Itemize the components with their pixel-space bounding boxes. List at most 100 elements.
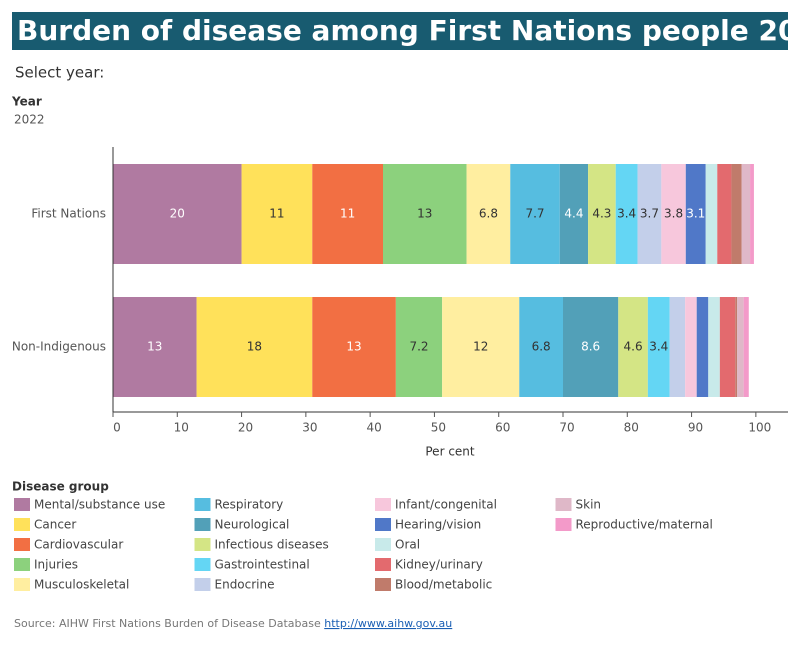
- bar-segment: [637, 164, 662, 264]
- legend-swatch: [194, 578, 211, 591]
- x-tick-label: 70: [559, 421, 574, 435]
- data-label: 8.6: [581, 340, 600, 354]
- legend-label: Neurological: [215, 518, 290, 532]
- legend-swatch: [194, 538, 211, 551]
- data-label: 11: [269, 207, 284, 221]
- legend-swatch: [194, 518, 211, 531]
- y-tick-label: First Nations: [31, 207, 106, 221]
- data-label: 6.8: [479, 207, 498, 221]
- bar-segment: [708, 297, 720, 397]
- bar-segment: [735, 297, 738, 397]
- bar-segment: [383, 164, 467, 264]
- data-label: 7.7: [525, 207, 544, 221]
- source-text: Source: AIHW First Nations Burden of Dis…: [14, 617, 321, 630]
- data-label: 3.1: [686, 207, 705, 221]
- bar-segment: [731, 164, 742, 264]
- bar-segment: [647, 297, 670, 397]
- x-tick-label: 50: [431, 421, 446, 435]
- bar-segment: [696, 297, 709, 397]
- legend-label: Blood/metabolic: [395, 578, 492, 592]
- legend-label: Injuries: [34, 558, 78, 572]
- legend-label: Musculoskeletal: [34, 578, 129, 592]
- legend-swatch: [375, 518, 391, 531]
- x-tick-label: 40: [367, 421, 382, 435]
- source: Source: AIHW First Nations Burden of Dis…: [14, 617, 452, 630]
- data-label: 12: [473, 340, 488, 354]
- legend-swatch: [14, 538, 30, 551]
- legend-label: Respiratory: [215, 498, 284, 512]
- x-tick-label: 0: [113, 421, 121, 435]
- legend-swatch: [14, 518, 30, 531]
- legend-swatch: [375, 538, 391, 551]
- bar-segment: [519, 297, 563, 397]
- legend-swatch: [194, 558, 211, 571]
- filter-field: Year: [11, 95, 42, 109]
- legend-label: Mental/substance use: [34, 498, 165, 512]
- bar-segment: [741, 164, 751, 264]
- legend-label: Infectious diseases: [215, 538, 329, 552]
- data-label: 3.8: [664, 207, 683, 221]
- data-label: 13: [147, 340, 162, 354]
- bar-segment: [442, 297, 520, 397]
- data-label: 11: [340, 207, 355, 221]
- x-tick-label: 10: [174, 421, 189, 435]
- legend-label: Oral: [395, 538, 420, 552]
- filter-value[interactable]: 2022: [14, 113, 45, 127]
- bar-segment: [615, 164, 638, 264]
- legend-label: Cardiovascular: [34, 538, 123, 552]
- legend-swatch: [375, 498, 391, 511]
- legend-swatch: [14, 558, 30, 571]
- bar-segment: [312, 297, 396, 397]
- bar-segment: [719, 297, 736, 397]
- legend-swatch: [375, 558, 391, 571]
- x-tick-label: 30: [302, 421, 317, 435]
- legend-swatch: [14, 498, 30, 511]
- data-label: 3.4: [617, 207, 636, 221]
- legend-label: Skin: [576, 498, 602, 512]
- data-label: 13: [417, 207, 432, 221]
- header-bar: [12, 12, 788, 50]
- page-title: Burden of disease among First Nations pe…: [17, 14, 800, 47]
- legend-swatch: [14, 578, 30, 591]
- bar-segment: [113, 297, 197, 397]
- legend-label: Reproductive/maternal: [576, 518, 713, 532]
- filter-label: Select year:: [15, 64, 104, 82]
- bar-segment: [312, 164, 383, 264]
- data-label: 7.2: [409, 340, 428, 354]
- bar-segment: [685, 297, 697, 397]
- bar-segment: [563, 297, 619, 397]
- data-label: 20: [170, 207, 185, 221]
- bar-segment: [717, 164, 732, 264]
- x-tick-label: 90: [688, 421, 703, 435]
- legend-label: Infant/congenital: [395, 498, 497, 512]
- x-tick-label: 60: [495, 421, 510, 435]
- data-label: 3.4: [649, 340, 668, 354]
- bar-segment: [241, 164, 313, 264]
- legend-swatch: [555, 498, 572, 511]
- source-link[interactable]: http://www.aihw.gov.au: [324, 617, 452, 630]
- legend-swatch: [555, 518, 572, 531]
- data-label: 4.6: [624, 340, 643, 354]
- bar-segment: [750, 164, 754, 264]
- bar-segment: [743, 297, 749, 397]
- bar-segment: [196, 297, 313, 397]
- legend-swatch: [375, 578, 391, 591]
- y-tick-label: Non-Indigenous: [12, 340, 106, 354]
- x-tick-label: 100: [748, 421, 771, 435]
- bar-segment: [466, 164, 511, 264]
- data-label: 6.8: [532, 340, 551, 354]
- x-tick-label: 80: [624, 421, 639, 435]
- legend-swatch: [194, 498, 211, 511]
- bar-segment: [737, 297, 744, 397]
- legend-label: Endocrine: [215, 578, 275, 592]
- x-tick-label: 20: [238, 421, 253, 435]
- legend-label: Cancer: [34, 518, 76, 532]
- bar-segment: [395, 297, 443, 397]
- bar-segment: [661, 164, 686, 264]
- bar-segment: [113, 164, 242, 264]
- x-axis-label: Per cent: [425, 445, 475, 459]
- bar-segment: [685, 164, 706, 264]
- data-label: 4.4: [564, 207, 583, 221]
- data-label: 3.7: [640, 207, 659, 221]
